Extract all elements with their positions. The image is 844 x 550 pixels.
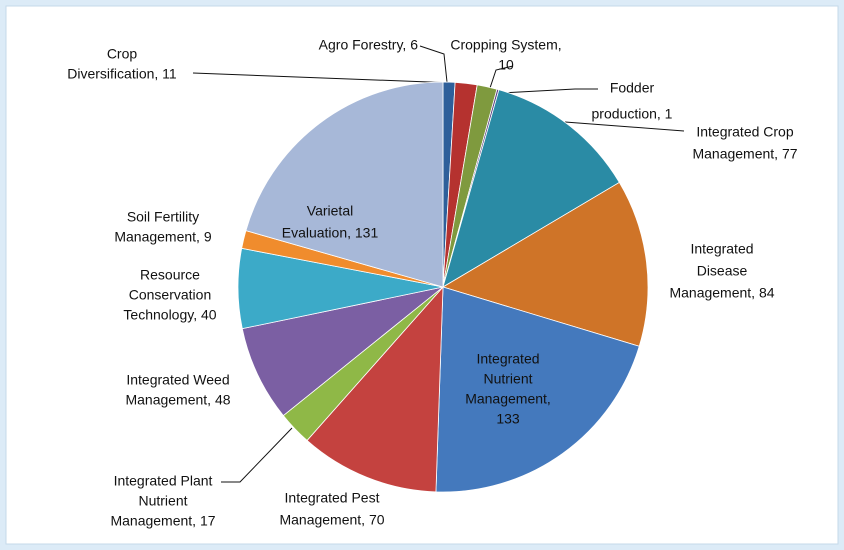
pie-slice xyxy=(442,89,620,288)
slice-label: Conservation xyxy=(129,287,212,303)
slice-label: Technology, 40 xyxy=(123,307,216,323)
slice-label: Integrated Crop xyxy=(696,124,793,140)
slice-label: Nutrient xyxy=(483,371,532,387)
pie-slice xyxy=(241,286,444,417)
slice-label: Integrated Pest xyxy=(285,490,380,506)
slice-label: Nutrient xyxy=(138,493,187,509)
slice-label: Fodder xyxy=(610,80,655,96)
slice-label: Resource xyxy=(140,267,200,283)
slice-label: Soil Fertility xyxy=(127,209,199,225)
slice-label: Integrated xyxy=(690,241,753,257)
slice-label: Varietal xyxy=(307,203,353,219)
pie-slice xyxy=(435,286,640,493)
pie-slice xyxy=(245,81,444,288)
slice-label: Evaluation, 131 xyxy=(282,225,379,241)
pie-slice xyxy=(442,181,649,347)
pie-slice xyxy=(306,285,444,493)
slice-label: Integrated Weed xyxy=(126,372,229,388)
slice-label: Disease xyxy=(697,263,748,279)
slice-label: 133 xyxy=(496,411,520,427)
slice-label: Agro Forestry, 6 xyxy=(319,37,419,53)
slice-label: Management, 17 xyxy=(110,513,215,529)
slice-label: Management, 9 xyxy=(114,229,211,245)
slice-label: Management, 70 xyxy=(279,512,384,528)
slice-label: Management, xyxy=(465,391,551,407)
slice-label: Integrated xyxy=(476,351,539,367)
slice-label: Management, 48 xyxy=(125,392,230,408)
slice-label: 10 xyxy=(498,57,514,73)
slice-label: Integrated Plant xyxy=(114,473,213,489)
slice-label: Crop xyxy=(107,46,138,62)
slice-label: Diversification, 11 xyxy=(67,66,177,82)
slice-label: Management, 84 xyxy=(669,285,774,301)
slice-label: Cropping System, xyxy=(450,37,561,53)
leader-lines xyxy=(192,45,685,483)
slice-label: Management, 77 xyxy=(692,146,797,162)
slice-label: production, 1 xyxy=(592,106,673,122)
